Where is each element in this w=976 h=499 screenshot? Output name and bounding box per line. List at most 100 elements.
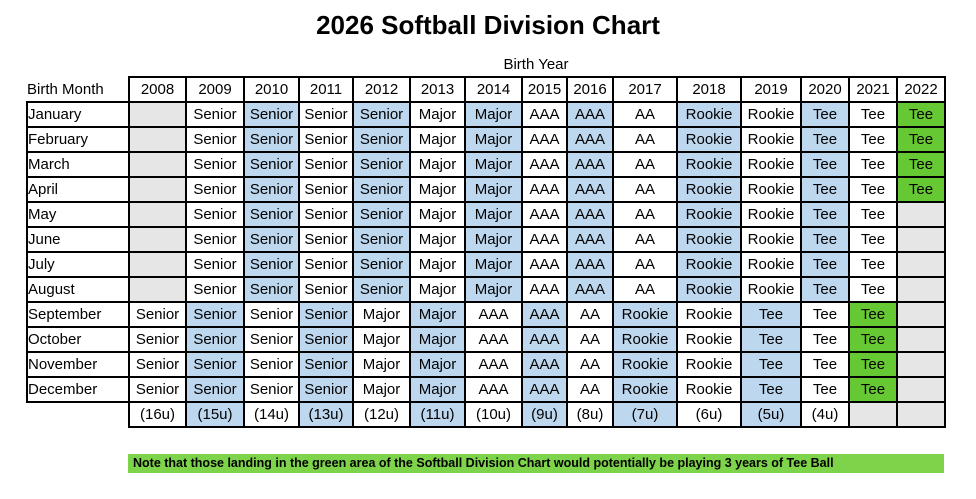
- division-cell: AAA: [464, 351, 523, 378]
- age-band-cell: (8u): [566, 401, 614, 428]
- division-cell: Senior: [298, 251, 354, 278]
- division-cell: Rookie: [676, 101, 742, 128]
- division-cell: Major: [409, 376, 466, 403]
- table-row: September Senior Senior Senior Senior Major Ma…: [26, 301, 946, 328]
- division-cell: [896, 251, 946, 278]
- division-cell: Senior: [298, 326, 354, 353]
- age-band-cell: (11u): [409, 401, 466, 428]
- division-cell: Senior: [185, 151, 245, 178]
- birth-year-label: Birth Year: [503, 56, 569, 73]
- division-cell: AAA: [521, 101, 568, 128]
- division-cell: Major: [464, 201, 523, 228]
- table-row: June Senior Senior Senior Senior Major Major AA…: [26, 226, 946, 253]
- division-cell: Tee: [800, 126, 850, 153]
- year-header-2009: 2009: [185, 76, 245, 103]
- division-cell: Rookie: [676, 326, 742, 353]
- division-cell: [896, 226, 946, 253]
- division-cell: Tee: [848, 326, 898, 353]
- division-cell: Tee: [848, 176, 898, 203]
- division-cell: Senior: [185, 376, 245, 403]
- division-cell: Tee: [800, 101, 850, 128]
- division-cell: Rookie: [676, 351, 742, 378]
- division-cell: Senior: [243, 226, 300, 253]
- division-cell: AA: [566, 301, 614, 328]
- division-cell: Senior: [128, 351, 187, 378]
- age-band-cell: [848, 401, 898, 428]
- division-cell: Senior: [243, 301, 300, 328]
- division-cell: Senior: [128, 376, 187, 403]
- division-cell: Senior: [185, 226, 245, 253]
- month-label-cell: June: [26, 226, 130, 253]
- division-cell: AAA: [566, 251, 614, 278]
- division-cell: Senior: [243, 376, 300, 403]
- division-cell: AAA: [521, 226, 568, 253]
- division-cell: Tee: [740, 376, 802, 403]
- division-cell: Senior: [298, 201, 354, 228]
- division-cell: Senior: [243, 276, 300, 303]
- division-cell: Tee: [896, 176, 946, 203]
- division-cell: AAA: [521, 201, 568, 228]
- division-cell: Senior: [298, 351, 354, 378]
- month-label-cell: November: [26, 351, 130, 378]
- division-cell: Tee: [848, 201, 898, 228]
- division-cell: Tee: [848, 276, 898, 303]
- division-cell: AAA: [566, 201, 614, 228]
- division-cell: [896, 351, 946, 378]
- year-header-2008: 2008: [128, 76, 187, 103]
- year-header-2013: 2013: [409, 76, 466, 103]
- division-cell: Senior: [185, 351, 245, 378]
- table-row: January Senior Senior Senior Senior Major Majo…: [26, 101, 946, 128]
- division-cell: [128, 176, 187, 203]
- division-cell: Tee: [800, 276, 850, 303]
- age-band-row: (16u) (15u) (14u) (13u) (12u) (11u) (10u) (9u)(…: [27, 401, 946, 428]
- year-header-2018: 2018: [676, 76, 742, 103]
- division-cell: Tee: [800, 151, 850, 178]
- division-cell: Major: [352, 326, 411, 353]
- birth-month-header: Birth Month: [27, 77, 129, 102]
- division-cell: [896, 376, 946, 403]
- division-cell: AAA: [521, 251, 568, 278]
- note-bar: Note that those landing in the green are…: [128, 454, 944, 473]
- division-cell: Senior: [298, 151, 354, 178]
- age-band-cell: [896, 401, 946, 428]
- division-chart-table: Birth Month 2008 2009 2010 2011 2012 2013 2014 2…: [26, 76, 946, 428]
- division-cell: Senior: [352, 276, 411, 303]
- month-label-cell: January: [26, 101, 130, 128]
- division-cell: AA: [612, 226, 678, 253]
- division-cell: AAA: [521, 176, 568, 203]
- division-cell: [128, 101, 187, 128]
- division-cell: Tee: [896, 101, 946, 128]
- division-cell: Senior: [185, 251, 245, 278]
- age-band-row-spacer: [27, 402, 129, 427]
- division-cell: Senior: [352, 226, 411, 253]
- year-header-2014: 2014: [464, 76, 523, 103]
- division-cell: [896, 276, 946, 303]
- division-cell: AA: [566, 351, 614, 378]
- division-cell: AAA: [464, 301, 523, 328]
- division-cell: AA: [612, 151, 678, 178]
- division-cell: Tee: [848, 126, 898, 153]
- division-cell: Rookie: [740, 276, 802, 303]
- division-cell: Tee: [848, 101, 898, 128]
- division-cell: AA: [612, 201, 678, 228]
- division-cell: Major: [464, 226, 523, 253]
- division-cell: AAA: [464, 376, 523, 403]
- year-header-2015: 2015: [521, 76, 568, 103]
- division-cell: Rookie: [740, 101, 802, 128]
- page-title: 2026 Softball Division Chart: [316, 10, 660, 40]
- division-cell: Senior: [298, 276, 354, 303]
- division-cell: Tee: [740, 351, 802, 378]
- division-cell: Rookie: [676, 201, 742, 228]
- division-cell: Major: [409, 176, 466, 203]
- division-cell: Senior: [298, 301, 354, 328]
- age-band-cell: (4u): [800, 401, 850, 428]
- division-cell: Senior: [352, 201, 411, 228]
- division-cell: Senior: [128, 326, 187, 353]
- table-row: April Senior Senior Senior Senior Major Major A…: [26, 176, 946, 203]
- division-cell: Tee: [800, 226, 850, 253]
- division-cell: Major: [409, 251, 466, 278]
- division-cell: AAA: [521, 351, 568, 378]
- division-cell: [896, 201, 946, 228]
- division-cell: AAA: [566, 126, 614, 153]
- division-cell: Major: [409, 326, 466, 353]
